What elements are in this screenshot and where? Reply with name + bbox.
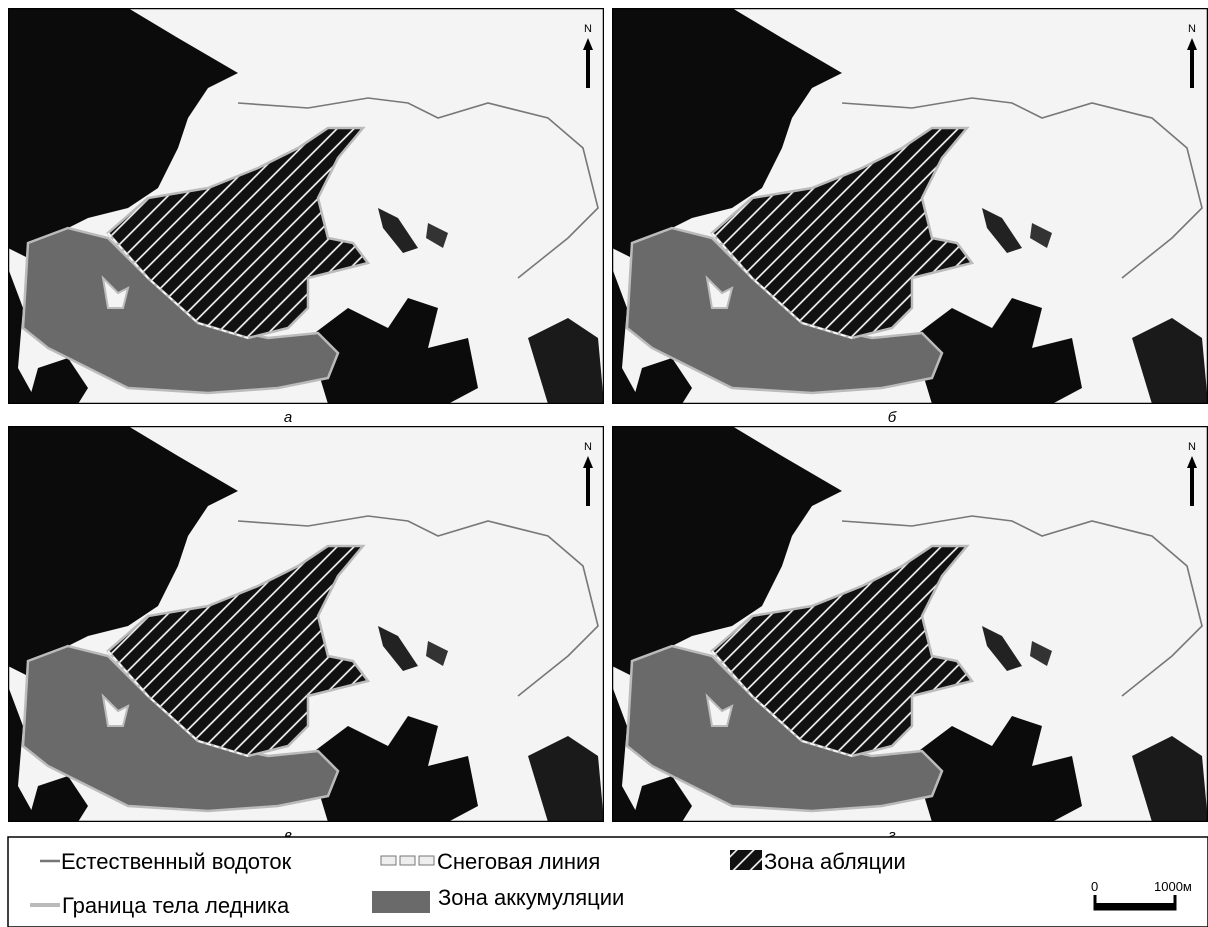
figure: NаNбNвNг Естественный водоток Снеговая л…: [0, 0, 1208, 927]
map-panel: [8, 426, 604, 822]
legend-icon-snowline: [381, 856, 434, 865]
map-figure: NаNбNвNг Естественный водоток Снеговая л…: [0, 0, 1208, 927]
map-panel: [612, 426, 1208, 822]
north-label: N: [1188, 441, 1196, 453]
legend-label: Зона абляции: [764, 849, 906, 874]
map-panel: [612, 8, 1208, 404]
legend-label: Естественный водоток: [61, 849, 292, 874]
legend-label: Зона аккумуляции: [438, 885, 624, 910]
legend-label: Снеговая линия: [437, 849, 600, 874]
legend-label: Граница тела ледника: [62, 893, 290, 918]
panel-label: б: [888, 409, 897, 426]
map-panel: [8, 8, 604, 404]
legend-icon-ablation: [730, 850, 762, 870]
scale-label: 0: [1091, 879, 1098, 894]
panel-label: а: [284, 409, 292, 426]
north-label: N: [584, 441, 592, 453]
legend-icon-accumulation: [372, 891, 430, 913]
north-label: N: [584, 23, 592, 35]
scale-label: 1000м: [1154, 879, 1192, 894]
north-label: N: [1188, 23, 1196, 35]
